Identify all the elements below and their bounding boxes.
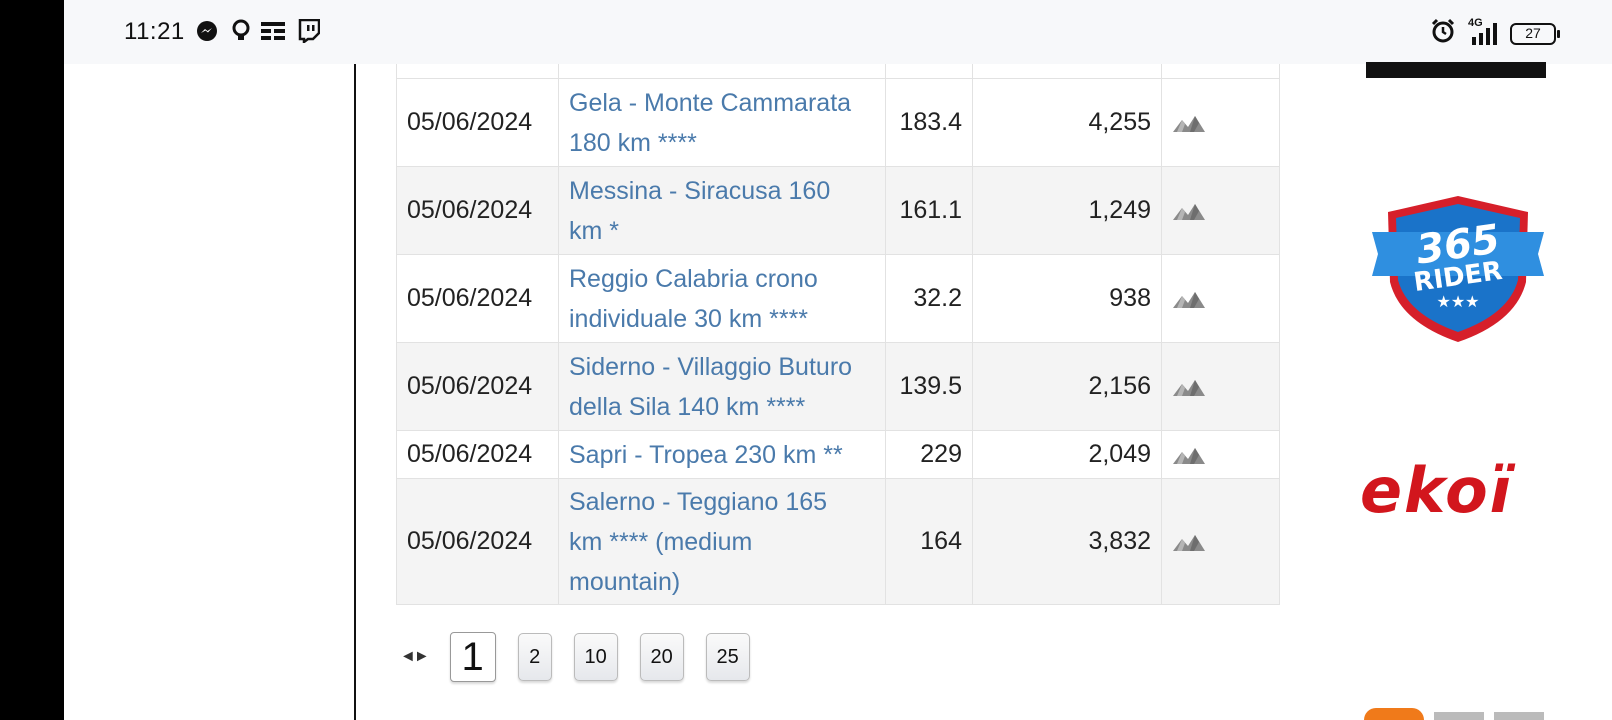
stage-name-line[interactable]: km **** (medium — [569, 527, 753, 556]
stage-profile-link[interactable] — [1161, 166, 1280, 255]
ekoi-logo-text: ekoï — [1360, 454, 1513, 527]
stage-name-line[interactable]: Sapri - Tropea 230 km ** — [569, 440, 843, 469]
news-icon — [260, 18, 286, 44]
stage-name-line[interactable]: Salerno - Teggiano 165 — [569, 487, 828, 516]
stage-name-link[interactable]: Salerno - Teggiano 165 km **** (medium mou… — [558, 478, 886, 605]
profile-mountain-icon — [1173, 380, 1205, 397]
stage-profile-link[interactable] — [1161, 478, 1280, 605]
stage-name-line[interactable]: della Sila 140 km **** — [569, 392, 806, 421]
stages-table: 05/06/2024 Gela - Monte Cammarata 180 km *… — [396, 64, 1280, 605]
signal-icon: 4G — [1466, 17, 1500, 47]
page-20-button[interactable]: 20 — [639, 633, 684, 681]
stage-name-line[interactable]: Reggio Calabria crono — [569, 264, 818, 293]
stage-vertical: 4,255 — [972, 78, 1162, 167]
page-10-button[interactable]: 10 — [573, 633, 618, 681]
stage-name-link[interactable]: Reggio Calabria crono individuale 30 km *… — [558, 254, 886, 343]
stage-name-line[interactable]: individuale 30 km **** — [569, 304, 809, 333]
page-2-button[interactable]: 2 — [517, 633, 552, 681]
stage-name-line[interactable]: 180 km **** — [569, 128, 697, 157]
stages-table-wrap: 05/06/2024 Gela - Monte Cammarata 180 km *… — [64, 64, 1612, 720]
alarm-icon — [1430, 18, 1456, 49]
shield-logo-icon — [1372, 196, 1544, 342]
stage-vertical: 2,156 — [972, 342, 1162, 431]
pagination-arrows[interactable]: ◄► — [400, 648, 430, 665]
ad-365rider[interactable]: 365 RIDER ★★★ — [1366, 192, 1550, 344]
battery-icon: 27 — [1510, 22, 1560, 45]
stage-vertical: 1,249 — [972, 166, 1162, 255]
clock: 11:21 — [124, 18, 185, 45]
phone-screen: 11:21 4G 27 — [64, 0, 1612, 720]
table-row: 05/06/2024 Reggio Calabria crono individua… — [396, 254, 1280, 343]
stage-date: 05/06/2024 — [396, 430, 559, 479]
table-row: 05/06/2024 Salerno - Teggiano 165 km **** … — [396, 478, 1280, 605]
stage-name-line[interactable]: km * — [569, 216, 619, 245]
stage-vertical: 3,832 — [972, 478, 1162, 605]
stage-vertical: 2,049 — [972, 430, 1162, 479]
stage-distance: 161.1 — [885, 166, 973, 255]
profile-mountain-icon — [1173, 292, 1205, 309]
page-25-button[interactable]: 25 — [705, 633, 750, 681]
stage-date: 05/06/2024 — [396, 166, 559, 255]
stage-name-link[interactable]: Sapri - Tropea 230 km ** — [558, 430, 886, 479]
stage-distance: 183.4 — [885, 78, 973, 167]
profile-mountain-icon — [1173, 535, 1205, 552]
stage-date: 05/06/2024 — [396, 478, 559, 605]
table-row: 05/06/2024 Gela - Monte Cammarata 180 km *… — [396, 78, 1280, 167]
stage-date: 05/06/2024 — [396, 342, 559, 431]
stage-distance: 229 — [885, 430, 973, 479]
table-row-partial — [396, 64, 1280, 79]
content-border — [354, 64, 356, 720]
status-right: 4G 27 — [1430, 17, 1560, 49]
stage-distance: 164 — [885, 478, 973, 605]
stage-name-line[interactable]: Messina - Siracusa 160 — [569, 176, 831, 205]
status-bar: 11:21 4G 27 — [64, 0, 1612, 64]
lightbulb-icon — [228, 18, 254, 44]
stage-profile-link[interactable] — [1161, 430, 1280, 479]
stage-name-link[interactable]: Messina - Siracusa 160 km * — [558, 166, 886, 255]
profile-mountain-icon — [1173, 448, 1205, 465]
pagination: ◄► 1 2 10 20 25 — [400, 632, 750, 682]
stage-profile-link[interactable] — [1161, 342, 1280, 431]
profile-mountain-icon — [1173, 116, 1205, 133]
table-row: 05/06/2024 Siderno - Villaggio Buturo dell… — [396, 342, 1280, 431]
table-row: 05/06/2024 Messina - Siracusa 160 km * 161.… — [396, 166, 1280, 255]
stage-name-link[interactable]: Gela - Monte Cammarata 180 km **** — [558, 78, 886, 167]
table-row: 05/06/2024 Sapri - Tropea 230 km ** 229 2,0… — [396, 430, 1280, 479]
stage-profile-link[interactable] — [1161, 78, 1280, 167]
ad-bottom-partial[interactable] — [1364, 708, 1564, 720]
ad-ekoi[interactable]: ekoï — [1360, 460, 1560, 530]
stage-distance: 139.5 — [885, 342, 973, 431]
page-current: 1 — [449, 632, 496, 682]
ad-banner-top[interactable] — [1366, 62, 1546, 78]
messenger-icon — [194, 18, 220, 44]
stage-vertical: 938 — [972, 254, 1162, 343]
stage-name-line[interactable]: Siderno - Villaggio Buturo — [569, 352, 853, 381]
rider-stars: ★★★ — [1436, 294, 1480, 311]
stage-name-link[interactable]: Siderno - Villaggio Buturo della Sila 140… — [558, 342, 886, 431]
twitch-icon — [296, 18, 322, 44]
profile-mountain-icon — [1173, 204, 1205, 221]
stage-distance: 32.2 — [885, 254, 973, 343]
stage-name-line[interactable]: mountain) — [569, 567, 681, 596]
stage-profile-link[interactable] — [1161, 254, 1280, 343]
stage-date: 05/06/2024 — [396, 254, 559, 343]
stage-date: 05/06/2024 — [396, 78, 559, 167]
stage-name-line[interactable]: Gela - Monte Cammarata — [569, 88, 852, 117]
